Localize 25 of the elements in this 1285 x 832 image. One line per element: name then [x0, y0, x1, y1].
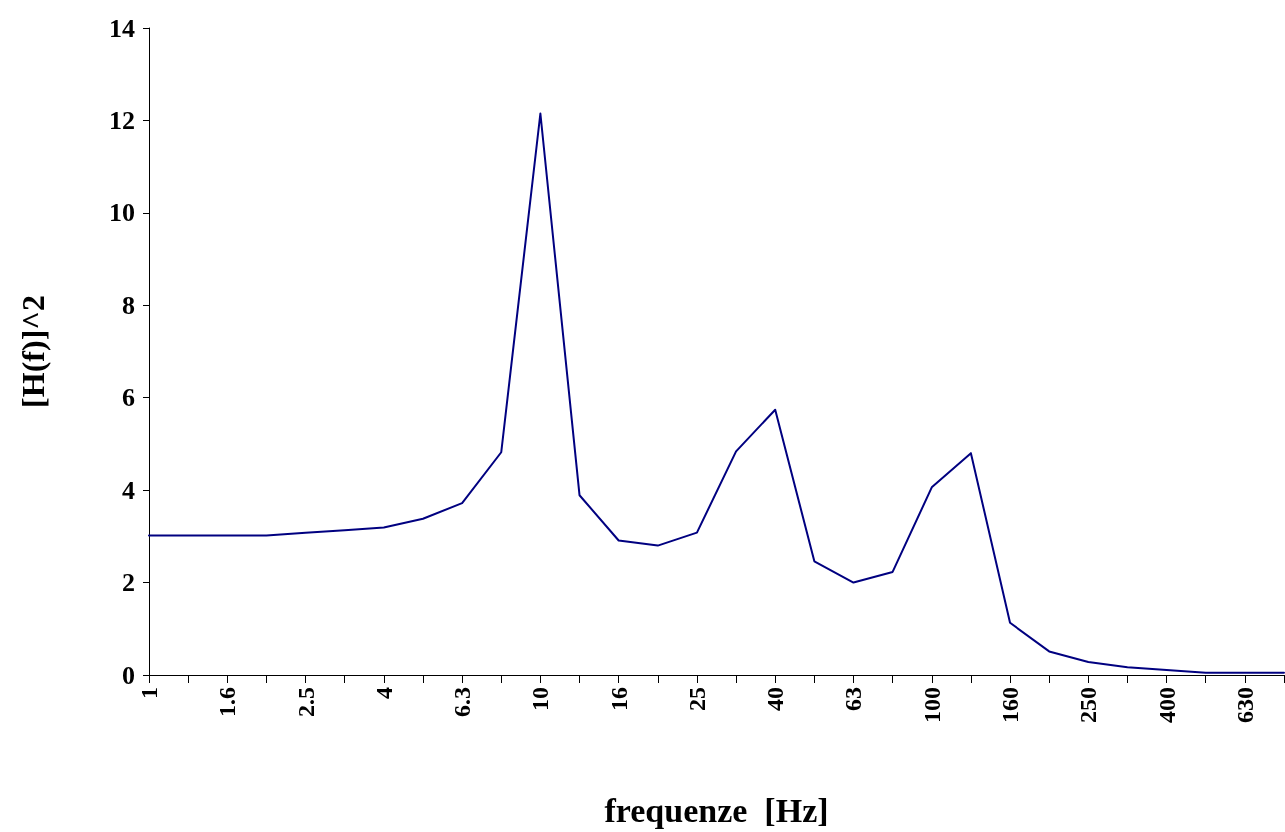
y-tick-label: 10 — [109, 198, 135, 228]
y-tick-label: 6 — [122, 383, 135, 413]
x-tick-label: 1 — [136, 687, 162, 699]
x-tick-label: 25 — [683, 687, 710, 711]
x-tick-label: 100 — [918, 687, 945, 723]
y-tick-label: 8 — [122, 290, 135, 320]
x-tick-label: 2.5 — [292, 687, 319, 717]
y-tick-label: 12 — [109, 105, 135, 135]
x-tick-label: 250 — [1075, 687, 1102, 723]
y-tick-label: 0 — [122, 660, 135, 690]
x-tick-label: 16 — [605, 687, 632, 711]
x-tick-label: 63 — [840, 687, 867, 711]
x-axis-title: frequenze [Hz] — [604, 791, 829, 829]
y-tick-label: 2 — [122, 568, 135, 598]
y-tick-label: 14 — [109, 13, 135, 43]
x-tick-label: 10 — [527, 687, 554, 711]
x-tick-label: 160 — [997, 687, 1024, 723]
x-tick-label: 40 — [762, 687, 789, 711]
x-tick-label: 400 — [1153, 687, 1180, 723]
y-axis-title: [H(f)]^2 — [15, 295, 51, 408]
y-tick-label: 4 — [122, 475, 135, 505]
x-tick-label: 6.3 — [449, 687, 476, 717]
x-tick-label: 1.6 — [214, 687, 241, 717]
x-tick-label: 4 — [370, 687, 397, 699]
x-tick-label: 630 — [1231, 687, 1258, 723]
